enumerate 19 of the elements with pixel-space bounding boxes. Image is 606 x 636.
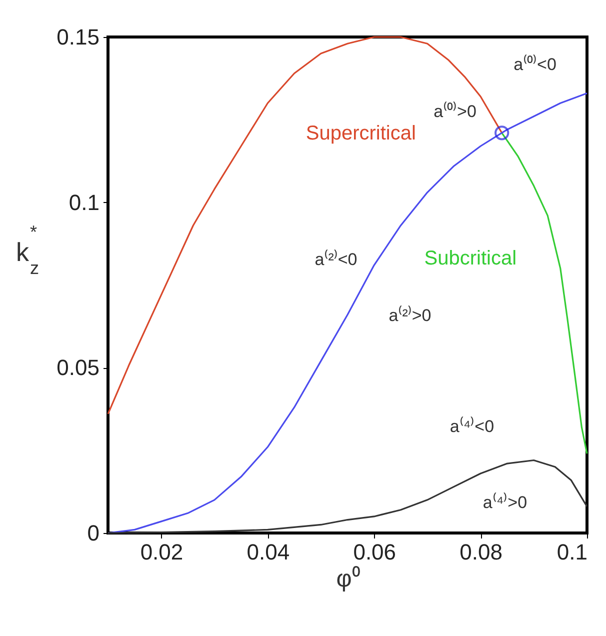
x-tick-label: 0.04 [246,540,290,564]
annotation: a⁽⁰⁾>0 [434,101,476,121]
x-tick-label: 0.08 [460,540,502,564]
x-tick-label: 0.06 [353,540,396,564]
line-series [107,459,588,534]
text: Supercritical [306,122,416,145]
annotation: a⁽²⁾<0 [314,249,358,269]
y-tick-label: 0.05 [56,355,100,380]
annotation: a⁽⁰⁾<0 [514,54,556,74]
annotation: a⁽⁴⁾<0 [450,416,494,436]
x-tick-label: 0.1 [556,540,588,564]
y-tick-label: 0.1 [68,190,100,215]
annotation: a⁽²⁾>0 [388,305,432,325]
annotation: a⁽⁴⁾>0 [482,492,528,512]
y-tick-label: 0.15 [56,24,100,50]
y-tick-label: 0 [87,520,100,546]
x-tick-label: 0.02 [140,540,184,564]
series-label: Subcritical [424,247,517,270]
x-axis-title: φ⁰ [336,566,360,592]
